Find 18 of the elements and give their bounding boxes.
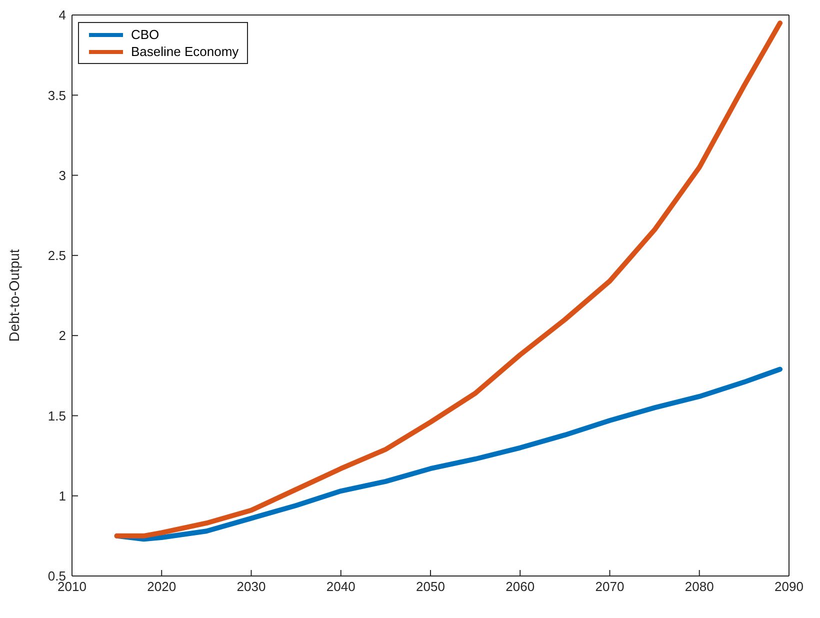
x-tick-label: 2020 <box>147 579 176 594</box>
y-tick-label: 2 <box>58 328 66 344</box>
y-tick-label: 2.5 <box>48 248 66 264</box>
y-tick-label: 4 <box>58 8 66 23</box>
legend-label: CBO <box>131 26 160 43</box>
x-tick-label: 2080 <box>684 579 714 594</box>
x-tick-label: 2050 <box>416 579 445 594</box>
x-tick-label: 2040 <box>326 579 356 594</box>
x-tick-label: 2070 <box>595 579 624 594</box>
y-axis-title: Debt-to-Output <box>6 249 22 342</box>
y-tick-label: 1.5 <box>48 408 66 424</box>
y-tick-label: 3.5 <box>48 88 66 103</box>
x-tick-label: 2090 <box>774 579 804 594</box>
x-tick-label: 2030 <box>236 579 266 594</box>
y-tick-label: 1 <box>58 488 66 504</box>
y-tick-label: 3 <box>58 168 66 183</box>
legend-label: Baseline Economy <box>131 43 239 60</box>
x-tick-label: 2060 <box>506 579 535 594</box>
